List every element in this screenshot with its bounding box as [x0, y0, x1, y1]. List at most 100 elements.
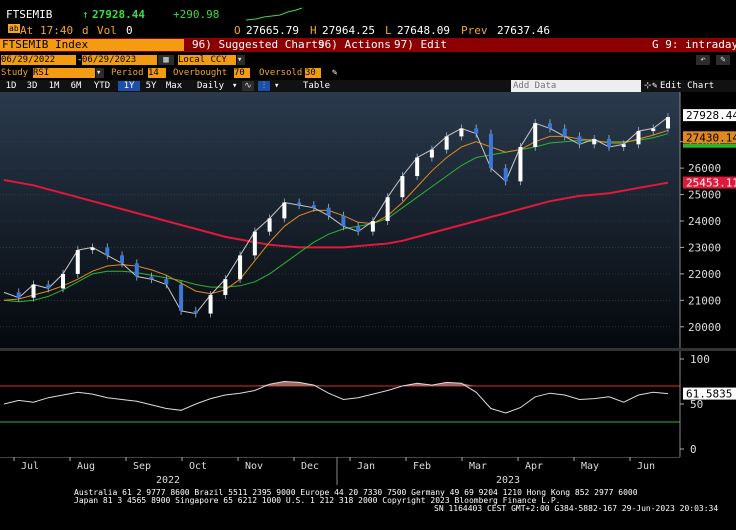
candle-body [415, 157, 420, 177]
low-label: L [385, 24, 392, 37]
x-tick-label: Mar [469, 461, 487, 472]
y-tick-label: 25000 [688, 189, 721, 202]
candle-body [223, 279, 228, 296]
last-price: 27928.44 [92, 8, 145, 21]
candle-body [459, 128, 464, 137]
candle-body [503, 168, 508, 182]
price-line [3, 116, 669, 315]
price-change: +290.98 [173, 8, 220, 21]
rsi-chart[interactable]: 0 50 100 61.5835 [0, 351, 736, 457]
candle-body [370, 221, 375, 232]
x-tick-label: Jun [637, 461, 655, 472]
menu-bar [0, 38, 736, 52]
overbought-fill [4, 381, 668, 386]
candle-body [75, 250, 80, 274]
start-date-input[interactable]: 06/29/2022 [1, 55, 76, 65]
frequency-chevron-icon[interactable]: ▾ [232, 81, 238, 91]
study-chevron-icon[interactable]: ▾ [96, 68, 104, 78]
calendar-icon[interactable]: ▦ [158, 55, 174, 65]
table-button[interactable]: Table [303, 81, 331, 91]
price-tag-box [683, 109, 736, 122]
rsi-y-tick-label: 50 [690, 398, 703, 411]
year-label-2022: 2022 [156, 475, 180, 486]
add-data-input[interactable] [511, 80, 641, 92]
candle-body [444, 136, 449, 150]
price-chart[interactable]: 2000021000220002300024000250002600027000… [0, 92, 736, 348]
x-tick-label: Dec [301, 461, 319, 472]
x-tick-label: Aug [77, 461, 95, 472]
rsi-y-tick-label: 0 [690, 443, 697, 456]
rsi-y-tick-label: 100 [690, 353, 710, 366]
range-button-5y[interactable]: 5Y [145, 81, 157, 91]
range-button-max[interactable]: Max [165, 81, 183, 91]
candle-body [400, 176, 405, 198]
y-tick-label: 20000 [688, 321, 721, 334]
ma-mid-line [3, 133, 669, 303]
suggested-charts-menu[interactable]: 96) Suggested Charts [192, 38, 325, 51]
candle-body [429, 149, 434, 158]
up-arrow-icon: ↑ [82, 8, 89, 21]
time-prefix: At [20, 24, 34, 37]
security-field[interactable]: FTSEMIB Index [0, 39, 184, 51]
oversold-input[interactable]: 30 [305, 68, 321, 78]
back-icon[interactable]: ↶ [696, 55, 710, 65]
range-button-1m[interactable]: 1M [48, 81, 60, 91]
actions-menu[interactable]: 96) Actions [318, 38, 391, 51]
x-tick-label: Apr [525, 461, 543, 472]
candle-body [267, 218, 272, 232]
chevron-down-icon[interactable]: ▾ [237, 55, 245, 65]
edit-menu[interactable]: 97) Edit [394, 38, 447, 51]
currency-select[interactable]: Local CCY [178, 55, 236, 65]
candle-body [636, 131, 641, 145]
edit-chart-button[interactable]: Edit Chart [660, 81, 715, 91]
ma-fast-tag-box [683, 131, 736, 144]
ticker-symbol: FTSEMIB [6, 8, 53, 21]
edit-pencil-icon[interactable]: ✎ [332, 68, 338, 78]
x-tick-label: May [581, 461, 599, 472]
y-tick-label: 26000 [688, 162, 721, 175]
rsi-line [3, 380, 669, 414]
draw-tool-icon[interactable]: ⊹ [644, 81, 652, 91]
candle-body [164, 279, 169, 285]
candle-body [488, 133, 493, 169]
rsi-value-tag: 61.5835 [686, 388, 732, 401]
chart-background [0, 92, 680, 348]
overbought-input[interactable]: 70 [234, 68, 250, 78]
range-button-1d[interactable]: 1D [5, 81, 17, 91]
range-button-ytd[interactable]: YTD [93, 81, 111, 91]
candle-body [120, 255, 125, 264]
range-button-3d[interactable]: 3D [26, 81, 38, 91]
x-axis: Jul Aug Sep Oct Nov Dec Jan Feb Mar Apr May Jun 2022… [0, 457, 680, 486]
oversold-label: Oversold [259, 68, 303, 78]
candle-body [326, 207, 331, 216]
panel-divider[interactable] [0, 348, 736, 351]
study-label: Study [1, 68, 29, 78]
settings-icon[interactable]: ✎ [716, 55, 730, 65]
last-time: 17:40 [40, 24, 74, 37]
candle-body [341, 215, 346, 227]
alert-icon[interactable]: ab [8, 24, 20, 33]
footer-serial: SN 1164403 CEST GMT+2:00 G384-5882-167 2… [434, 504, 719, 513]
candle-body [297, 202, 302, 206]
end-date-input[interactable]: 06/29/2023 [82, 55, 157, 65]
range-button-1y[interactable]: 1Y [118, 81, 140, 91]
y-tick-label: 22000 [688, 268, 721, 281]
candle-body [105, 247, 110, 256]
candle-body [562, 128, 567, 137]
overbought-label: Overbought [173, 68, 228, 78]
candle-body [518, 146, 523, 182]
candle-body [385, 197, 390, 221]
range-button-6m[interactable]: 6M [70, 81, 82, 91]
study-select[interactable]: RSI [33, 68, 95, 78]
high-label: H [310, 24, 317, 37]
period-label: Period [111, 68, 144, 78]
period-input[interactable]: 14 [148, 68, 166, 78]
candle-chart-icon[interactable]: ⫶ [258, 81, 270, 91]
line-chart-icon[interactable]: ∿ [242, 81, 254, 91]
frequency-select[interactable]: Daily [197, 81, 225, 91]
x-tick-label: Nov [245, 461, 263, 472]
ma-fast-line [3, 129, 669, 301]
pencil-icon[interactable]: ✎ [652, 81, 658, 91]
volume-label: Vol [97, 24, 117, 37]
chart-type-chevron-icon[interactable]: ▾ [274, 81, 280, 91]
